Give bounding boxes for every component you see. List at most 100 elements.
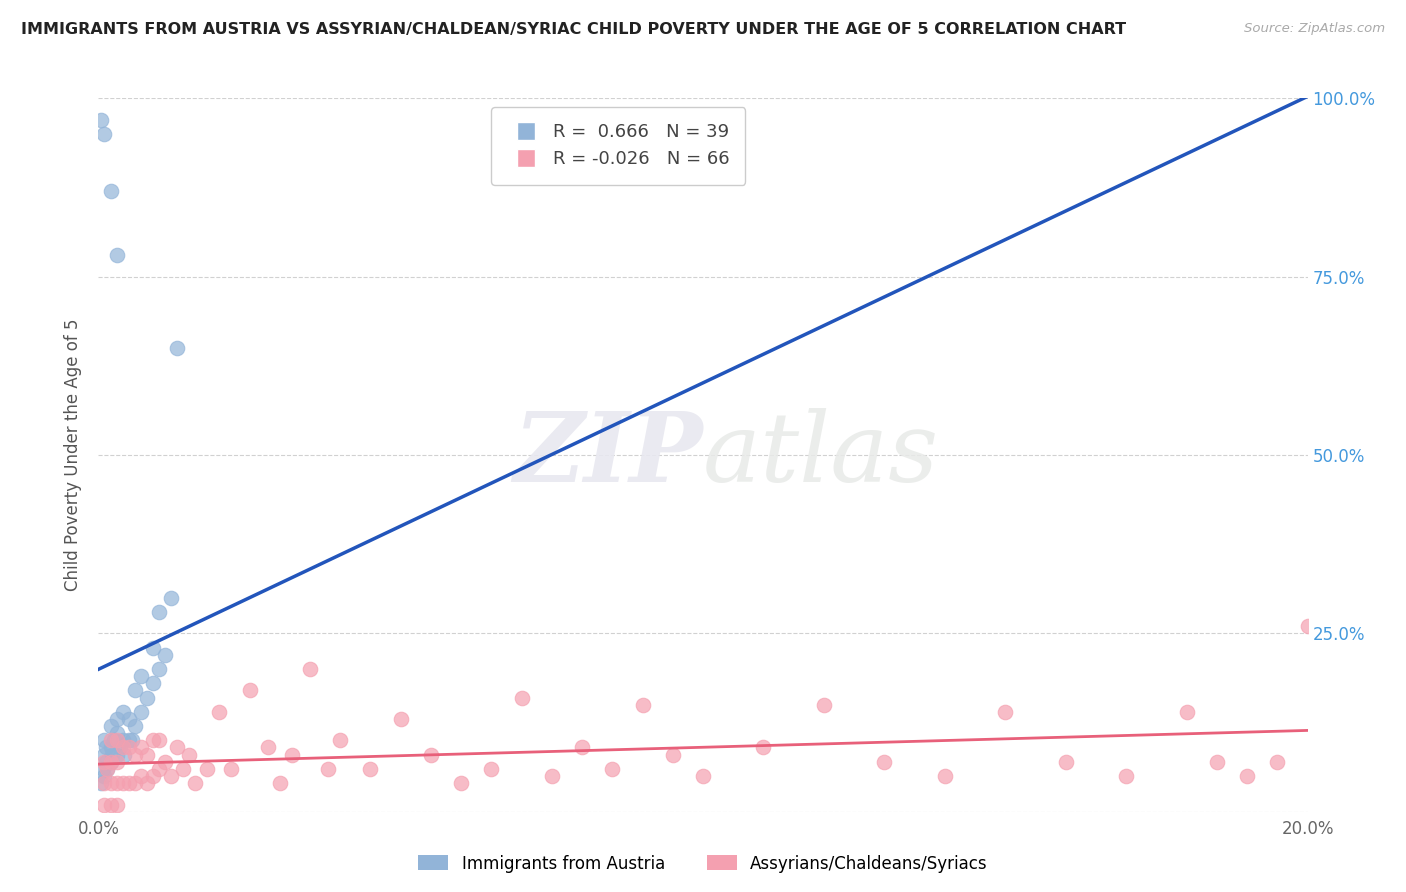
Point bbox=[873, 755, 896, 769]
Point bbox=[124, 747, 146, 762]
Point bbox=[148, 662, 170, 676]
Point bbox=[540, 769, 562, 783]
Point bbox=[105, 726, 128, 740]
Y-axis label: Child Poverty Under the Age of 5: Child Poverty Under the Age of 5 bbox=[65, 318, 83, 591]
Point bbox=[105, 712, 128, 726]
Point bbox=[105, 797, 128, 812]
Point bbox=[103, 733, 125, 747]
Point bbox=[93, 747, 115, 762]
Point bbox=[1206, 755, 1229, 769]
Point bbox=[160, 769, 183, 783]
Point bbox=[662, 747, 685, 762]
Point bbox=[1054, 755, 1077, 769]
Point bbox=[111, 705, 134, 719]
Point bbox=[93, 776, 115, 790]
Point bbox=[172, 762, 194, 776]
Point bbox=[118, 740, 141, 755]
Text: Source: ZipAtlas.com: Source: ZipAtlas.com bbox=[1244, 22, 1385, 36]
Point bbox=[135, 690, 157, 705]
Point bbox=[96, 762, 118, 776]
Point bbox=[100, 719, 122, 733]
Point bbox=[160, 591, 183, 605]
Point bbox=[100, 747, 122, 762]
Point bbox=[105, 248, 128, 262]
Point bbox=[111, 776, 134, 790]
Point bbox=[195, 762, 218, 776]
Point bbox=[93, 797, 115, 812]
Point bbox=[124, 776, 146, 790]
Point bbox=[510, 690, 533, 705]
Point bbox=[90, 776, 112, 790]
Point bbox=[450, 776, 472, 790]
Point bbox=[420, 747, 443, 762]
Point bbox=[1267, 755, 1289, 769]
Point bbox=[299, 662, 322, 676]
Point bbox=[129, 740, 152, 755]
Point bbox=[112, 747, 135, 762]
Point bbox=[118, 733, 141, 747]
Point bbox=[111, 740, 134, 755]
Point bbox=[93, 733, 115, 747]
Point bbox=[571, 740, 593, 755]
Point bbox=[129, 705, 152, 719]
Point bbox=[91, 762, 114, 776]
Point bbox=[100, 797, 122, 812]
Point bbox=[142, 733, 165, 747]
Point bbox=[1175, 705, 1198, 719]
Text: IMMIGRANTS FROM AUSTRIA VS ASSYRIAN/CHALDEAN/SYRIAC CHILD POVERTY UNDER THE AGE : IMMIGRANTS FROM AUSTRIA VS ASSYRIAN/CHAL… bbox=[21, 22, 1126, 37]
Point bbox=[166, 740, 188, 755]
Point bbox=[90, 112, 112, 127]
Point bbox=[166, 341, 188, 355]
Point bbox=[813, 698, 835, 712]
Point bbox=[1115, 769, 1137, 783]
Text: atlas: atlas bbox=[703, 408, 939, 502]
Point bbox=[256, 740, 278, 755]
Point bbox=[105, 755, 128, 769]
Point bbox=[221, 762, 243, 776]
Point bbox=[184, 776, 207, 790]
Text: ZIP: ZIP bbox=[513, 408, 703, 502]
Point bbox=[96, 740, 118, 755]
Point bbox=[100, 740, 122, 755]
Point bbox=[752, 740, 775, 755]
Point bbox=[105, 747, 128, 762]
Point bbox=[118, 776, 141, 790]
Point bbox=[105, 733, 128, 747]
Point bbox=[129, 669, 152, 683]
Point bbox=[602, 762, 624, 776]
Point bbox=[100, 755, 122, 769]
Point bbox=[105, 776, 128, 790]
Point bbox=[124, 683, 146, 698]
Legend: Immigrants from Austria, Assyrians/Chaldeans/Syriacs: Immigrants from Austria, Assyrians/Chald… bbox=[412, 848, 994, 880]
Point bbox=[100, 733, 122, 747]
Point bbox=[994, 705, 1017, 719]
Point bbox=[93, 127, 115, 141]
Point bbox=[329, 733, 352, 747]
Point bbox=[316, 762, 339, 776]
Point bbox=[631, 698, 654, 712]
Point bbox=[135, 776, 157, 790]
Point bbox=[692, 769, 714, 783]
Point bbox=[142, 769, 165, 783]
Point bbox=[93, 769, 115, 783]
Point bbox=[934, 769, 956, 783]
Point bbox=[148, 605, 170, 619]
Point bbox=[1236, 769, 1258, 783]
Point bbox=[124, 719, 146, 733]
Point bbox=[121, 733, 143, 747]
Legend: R =  0.666   N = 39, R = -0.026   N = 66: R = 0.666 N = 39, R = -0.026 N = 66 bbox=[491, 107, 745, 185]
Point bbox=[94, 755, 117, 769]
Point bbox=[135, 747, 157, 762]
Point bbox=[111, 733, 134, 747]
Point bbox=[118, 712, 141, 726]
Point bbox=[96, 762, 118, 776]
Point bbox=[360, 762, 382, 776]
Point bbox=[108, 740, 131, 755]
Point bbox=[100, 776, 122, 790]
Point bbox=[208, 705, 231, 719]
Point bbox=[179, 747, 201, 762]
Point bbox=[281, 747, 304, 762]
Point bbox=[142, 676, 165, 690]
Point bbox=[239, 683, 262, 698]
Point bbox=[153, 755, 176, 769]
